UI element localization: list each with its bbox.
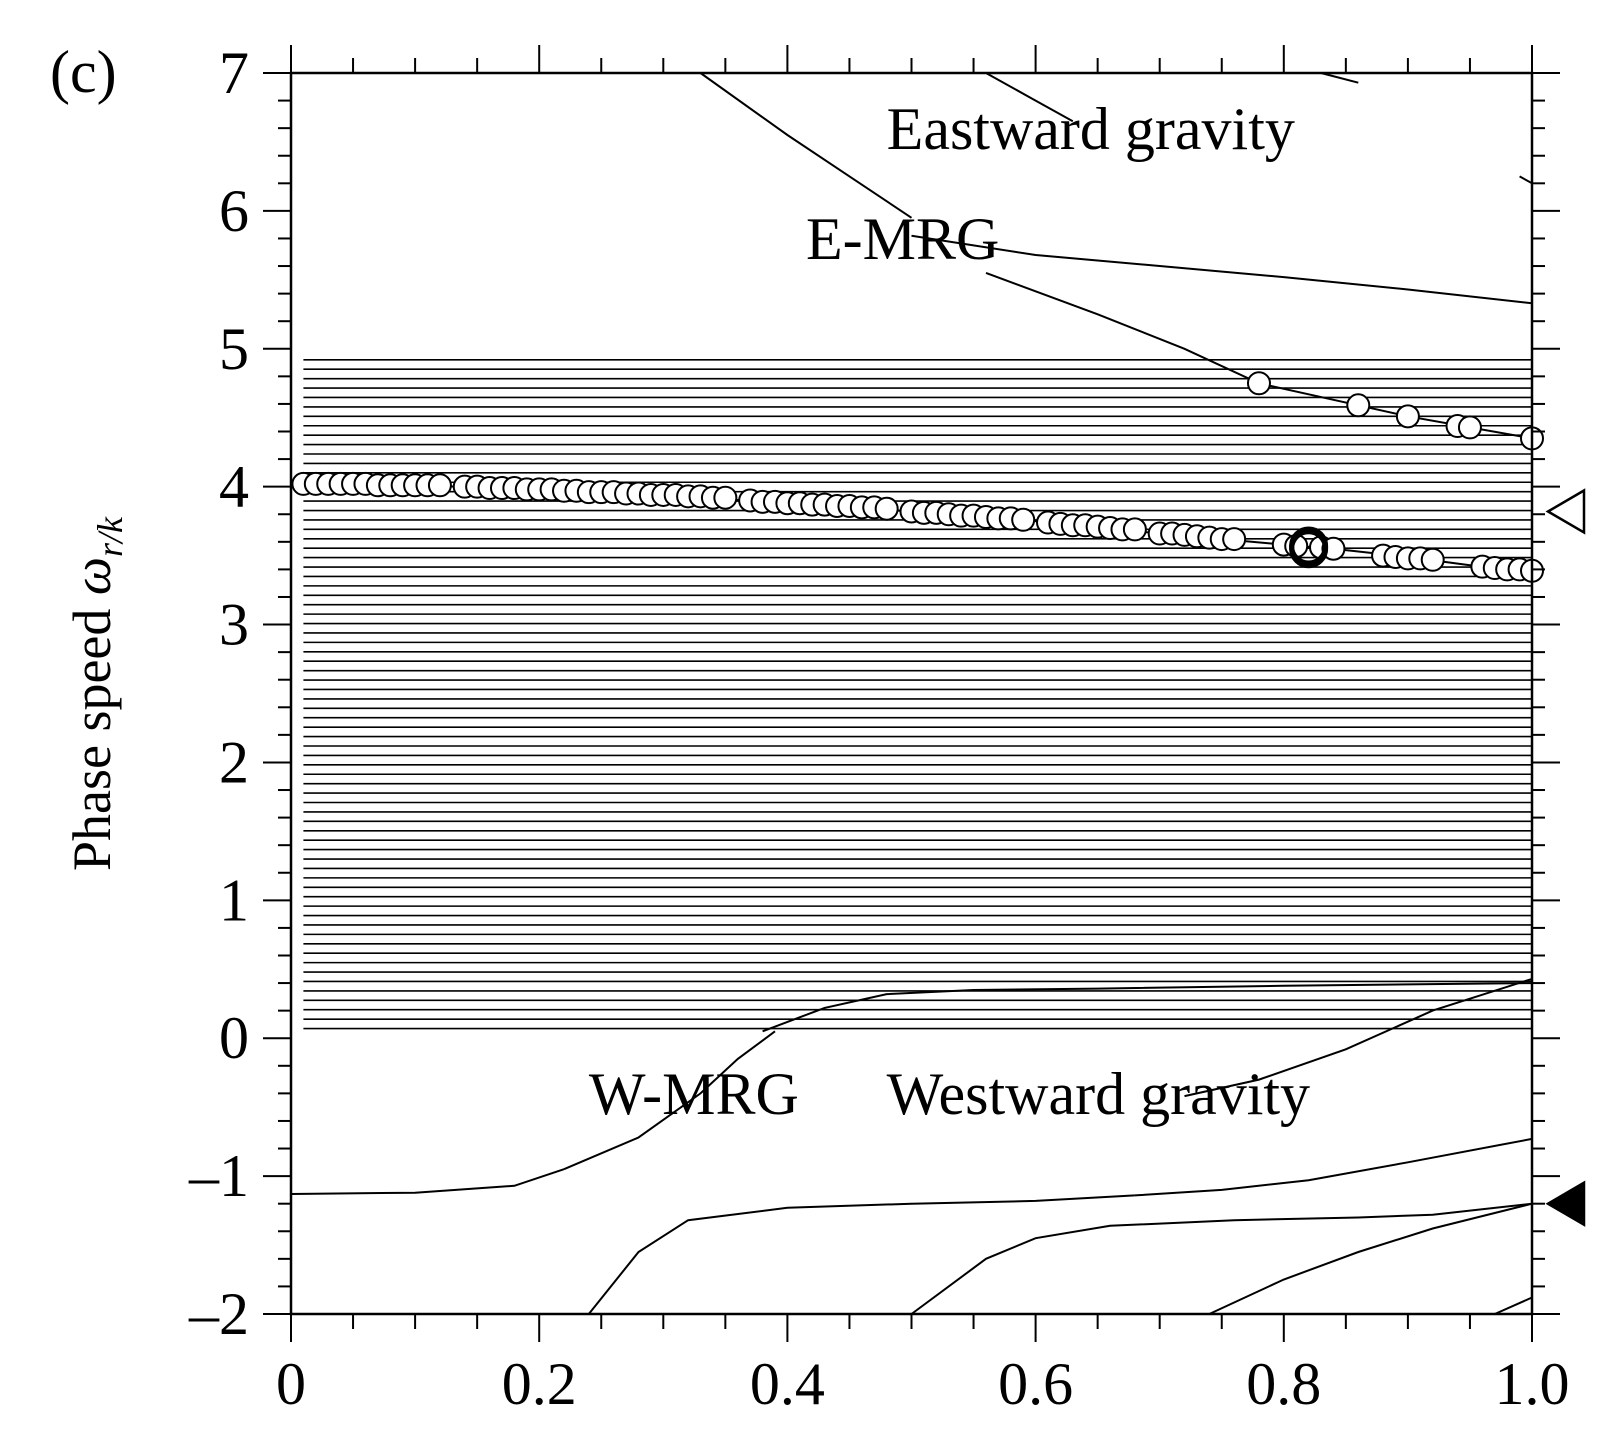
circle-point [1222, 527, 1247, 552]
y-tick-label: 4 [219, 454, 249, 520]
annotation-label: W-MRG [589, 1061, 799, 1127]
series-line-10 [1184, 977, 1533, 1098]
series-line-4 [911, 234, 1533, 305]
y-axis-title-symbol: ω [62, 557, 122, 595]
y-axis-title-subscript: r/k [90, 516, 130, 557]
y-tick-label: –2 [188, 1281, 249, 1347]
circle-point [1395, 404, 1420, 429]
bold-circle-point [1289, 526, 1329, 566]
series-line-12 [1134, 1137, 1533, 1197]
circle-point [1246, 371, 1271, 396]
series-line-14 [1208, 1202, 1533, 1315]
series-line-9 [290, 1168, 565, 1195]
annotation-label: Westward gravity [887, 1061, 1310, 1127]
series-line-2 [1320, 72, 1359, 84]
series-line-15 [1494, 1296, 1533, 1315]
circle-point [713, 485, 738, 510]
y-axis-title: Phase speed ωr/k [62, 516, 130, 871]
x-tick-label: 0.6 [998, 1351, 1073, 1417]
labels-layer: –2 –1 0 1 2 3 4 5 6 7 0 0.2 0.4 0.6 0.8 1.0 Eastward gra… [188, 40, 1570, 1417]
y-tick-label: 0 [219, 1005, 249, 1071]
y-tick-label: 5 [219, 316, 249, 382]
annotation-label: E-MRG [806, 206, 999, 272]
y-tick-label: 6 [219, 178, 249, 244]
circle-point [1321, 536, 1346, 561]
x-tick-label: 0 [276, 1351, 306, 1417]
series-line-8 [563, 1030, 776, 1171]
series-line-7 [762, 982, 1533, 1033]
x-tick-label: 1.0 [1495, 1351, 1570, 1417]
panel-label: (c) [50, 39, 117, 105]
annotation-label: Eastward gravity [887, 96, 1295, 162]
series-line-13 [910, 1202, 1533, 1315]
lines-layer [290, 72, 1533, 1315]
circle-point [1011, 507, 1036, 532]
y-tick-label: –1 [188, 1143, 249, 1209]
x-tick-label: 0.4 [750, 1351, 825, 1417]
series-line-1 [985, 72, 1074, 123]
ticks-layer [263, 45, 1560, 1342]
y-axis-title-main: Phase speed [62, 595, 122, 871]
filled-triangle-marker [1545, 1180, 1586, 1227]
series-line-0 [699, 72, 913, 219]
open-triangle-marker [1545, 488, 1586, 535]
y-tick-label: 1 [219, 867, 249, 933]
circle-point [1346, 393, 1371, 418]
x-tick-label: 0.8 [1246, 1351, 1321, 1417]
series-line-3 [1519, 175, 1533, 185]
circle-point [1457, 415, 1482, 440]
y-tick-label: 2 [219, 729, 249, 795]
series-line-11 [588, 1194, 1135, 1315]
x-tick-label: 0.2 [502, 1351, 577, 1417]
y-tick-label: 7 [219, 40, 249, 106]
marks-layer [291, 371, 1586, 1227]
circle-point [1122, 517, 1147, 542]
series-line-5 [985, 271, 1533, 440]
y-tick-label: 3 [219, 592, 249, 658]
circle-point [427, 473, 452, 498]
circle-point [1420, 547, 1445, 572]
circle-point [874, 496, 899, 521]
